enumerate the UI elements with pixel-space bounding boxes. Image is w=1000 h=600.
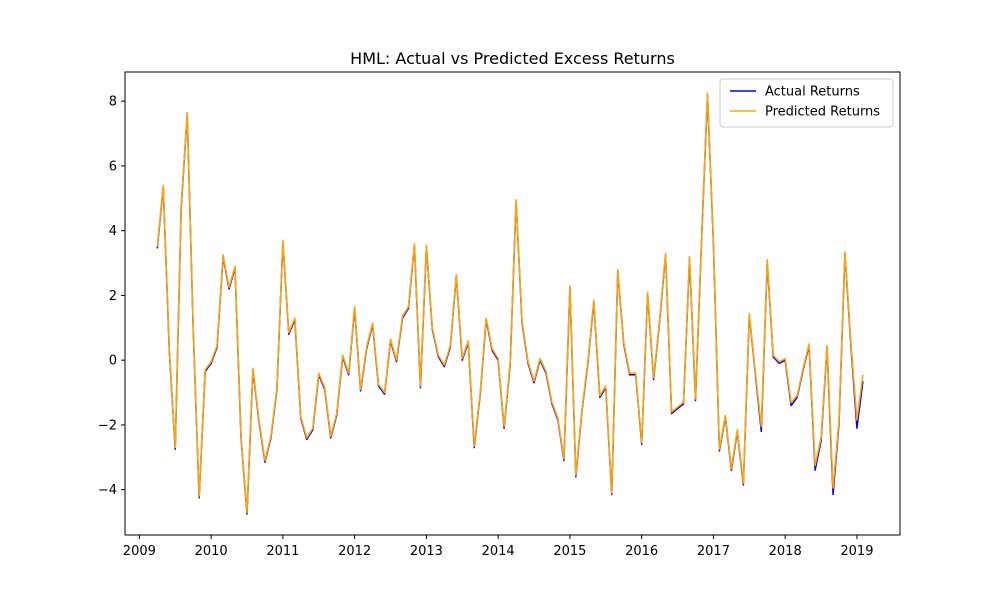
x-tick-label: 2018 xyxy=(769,544,802,559)
x-tick-label: 2009 xyxy=(123,544,156,559)
x-tick-label: 2010 xyxy=(195,544,228,559)
chart-title: HML: Actual vs Predicted Excess Returns xyxy=(350,49,675,68)
y-tick-label: −4 xyxy=(98,483,117,498)
x-tick-label: 2016 xyxy=(625,544,658,559)
y-tick-label: −2 xyxy=(98,418,117,433)
plot-area xyxy=(124,71,901,536)
x-tick-label: 2017 xyxy=(697,544,730,559)
y-tick-label: 2 xyxy=(109,289,117,304)
predicted-returns-line xyxy=(156,92,864,514)
x-tick-label: 2012 xyxy=(338,544,371,559)
y-tick-label: 0 xyxy=(109,354,117,369)
legend-label-actual: Actual Returns xyxy=(765,85,860,100)
y-tick-label: 8 xyxy=(109,95,117,110)
legend-box xyxy=(719,78,894,128)
axes-frame xyxy=(124,71,901,536)
legend-label-predicted: Predicted Returns xyxy=(765,105,880,120)
y-axis: −4 −2 0 2 4 6 8 xyxy=(98,95,125,498)
x-axis: 2009 2010 2011 2012 2013 2014 2015 2016 2017 2018… xyxy=(123,535,873,559)
x-tick-label: 2019 xyxy=(840,544,873,559)
x-tick-label: 2013 xyxy=(410,544,443,559)
legend: Actual Returns Predicted Returns xyxy=(719,78,894,128)
x-tick-label: 2014 xyxy=(482,544,515,559)
x-tick-label: 2015 xyxy=(553,544,586,559)
y-tick-label: 4 xyxy=(109,224,117,239)
series-layer xyxy=(156,92,864,515)
x-tick-label: 2011 xyxy=(266,544,299,559)
y-tick-label: 6 xyxy=(109,159,117,174)
